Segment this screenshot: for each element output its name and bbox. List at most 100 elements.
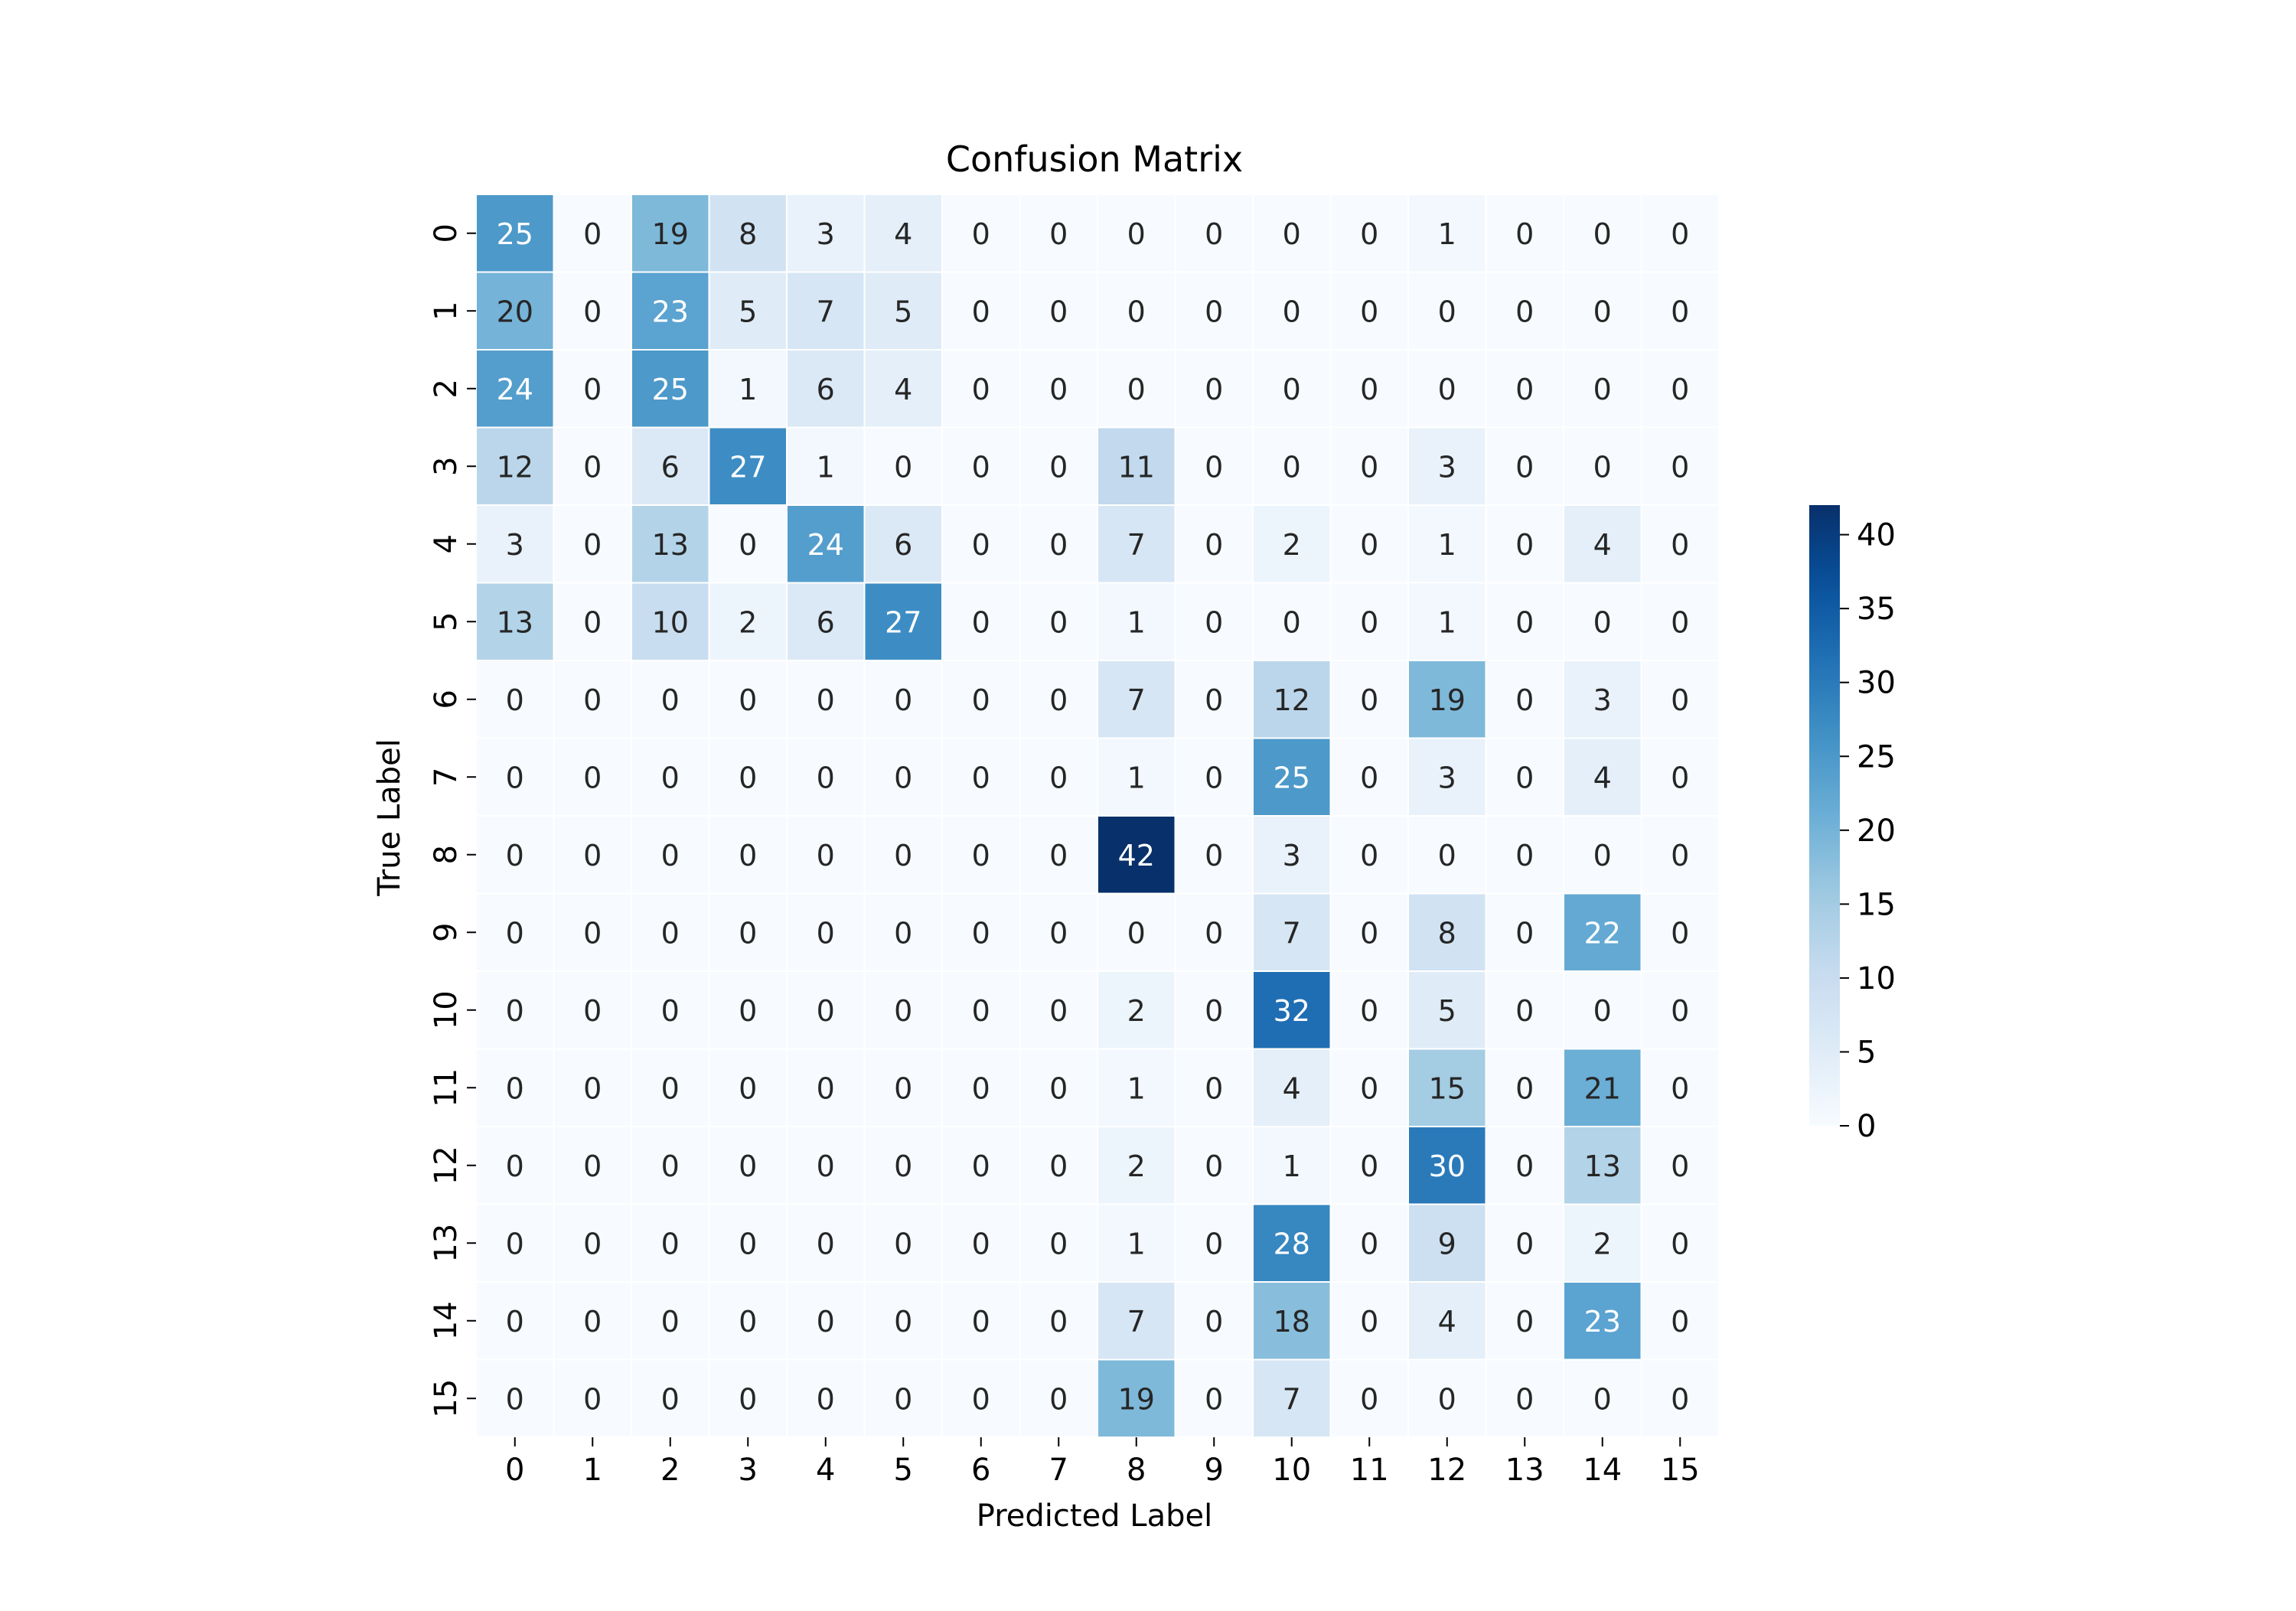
cell-value-label: 19 bbox=[1429, 683, 1466, 717]
cell-value-label: 2 bbox=[1593, 1227, 1612, 1260]
cell-value-label: 0 bbox=[817, 1382, 835, 1416]
cell-value-label: 0 bbox=[1205, 373, 1223, 406]
cell-value-label: 0 bbox=[506, 1305, 524, 1339]
heatmap-cell bbox=[1252, 1281, 1332, 1361]
colorbar: 0 5 10 15 20 25 30 35 40 bbox=[1809, 505, 1896, 1144]
heatmap-cell bbox=[863, 271, 943, 351]
cell-value-label: 7 bbox=[1127, 683, 1146, 717]
cell-value-label: 0 bbox=[1671, 1382, 1689, 1416]
cell-value-label: 0 bbox=[1049, 683, 1068, 717]
x-tick-label: 12 bbox=[1427, 1453, 1466, 1488]
heatmap-cell bbox=[631, 194, 710, 273]
cell-value-label: 6 bbox=[817, 373, 835, 406]
heatmap-cell bbox=[553, 1203, 632, 1283]
heatmap-cell bbox=[1174, 349, 1254, 429]
cell-value-label: 8 bbox=[739, 217, 757, 251]
cell-value-label: 0 bbox=[972, 1150, 990, 1183]
cell-value-label: 0 bbox=[1049, 1071, 1068, 1105]
cell-value-label: 0 bbox=[1360, 839, 1378, 872]
cell-value-label: 0 bbox=[583, 1305, 602, 1339]
cell-value-label: 12 bbox=[497, 450, 533, 484]
heatmap-cell bbox=[1252, 426, 1332, 506]
heatmap-cell bbox=[475, 426, 555, 506]
cell-value-label: 0 bbox=[506, 1071, 524, 1105]
x-tick-label: 14 bbox=[1583, 1453, 1622, 1488]
cell-value-label: 4 bbox=[894, 217, 912, 251]
x-tick-label: 7 bbox=[1049, 1453, 1068, 1488]
heatmap-cell bbox=[1485, 737, 1564, 817]
cell-value-label: 6 bbox=[894, 528, 912, 562]
heatmap-cell bbox=[1640, 892, 1720, 972]
heatmap-cell bbox=[863, 504, 943, 584]
cell-value-label: 0 bbox=[972, 761, 990, 794]
cell-value-label: 3 bbox=[1438, 450, 1456, 484]
cell-value-label: 0 bbox=[739, 1150, 757, 1183]
cell-value-label: 0 bbox=[1671, 761, 1689, 794]
cell-value-label: 0 bbox=[1205, 683, 1223, 717]
cell-value-label: 0 bbox=[1515, 1227, 1534, 1260]
heatmap-cell bbox=[1019, 660, 1098, 739]
cell-value-label: 0 bbox=[739, 839, 757, 872]
cell-value-label: 0 bbox=[1360, 683, 1378, 717]
cell-value-label: 0 bbox=[817, 1227, 835, 1260]
heatmap-cell bbox=[631, 426, 710, 506]
cell-value-label: 0 bbox=[972, 839, 990, 872]
heatmap-cell bbox=[1407, 426, 1487, 506]
cell-value-label: 0 bbox=[1360, 916, 1378, 950]
colorbar-tick-label: 35 bbox=[1857, 592, 1896, 627]
heatmap-cell bbox=[863, 970, 943, 1050]
cell-value-label: 0 bbox=[817, 839, 835, 872]
cell-value-label: 7 bbox=[817, 295, 835, 328]
cell-value-label: 0 bbox=[1671, 528, 1689, 562]
heatmap-cell bbox=[475, 970, 555, 1050]
heatmap-cell bbox=[1329, 1358, 1409, 1438]
cell-value-label: 0 bbox=[1593, 450, 1612, 484]
heatmap-cell bbox=[786, 1358, 866, 1438]
heatmap-cell bbox=[1407, 504, 1487, 584]
x-tick-label: 5 bbox=[894, 1453, 913, 1488]
colorbar-tick-label: 20 bbox=[1857, 814, 1896, 849]
heatmap-cell bbox=[786, 271, 866, 351]
heatmap-cell bbox=[1252, 271, 1332, 351]
cell-value-label: 0 bbox=[894, 683, 912, 717]
heatmap-cell bbox=[1563, 349, 1642, 429]
heatmap-cell bbox=[786, 1048, 866, 1127]
cell-value-label: 0 bbox=[739, 1071, 757, 1105]
y-tick-label: 15 bbox=[429, 1379, 464, 1418]
heatmap-cell bbox=[1329, 271, 1409, 351]
y-tick-label: 6 bbox=[429, 690, 464, 709]
heatmap-cell bbox=[1640, 1358, 1720, 1438]
heatmap-cell bbox=[631, 271, 710, 351]
heatmap-cell bbox=[708, 892, 788, 972]
heatmap-cell bbox=[1174, 1203, 1254, 1283]
cell-value-label: 0 bbox=[1360, 450, 1378, 484]
cell-value-label: 0 bbox=[1671, 839, 1689, 872]
heatmap-cell bbox=[1407, 1203, 1487, 1283]
heatmap-cell bbox=[1640, 349, 1720, 429]
heatmap-cell bbox=[1097, 504, 1176, 584]
cell-value-label: 0 bbox=[894, 1305, 912, 1339]
x-tick-label: 2 bbox=[660, 1453, 680, 1488]
heatmap-cell bbox=[863, 1203, 943, 1283]
cell-value-label: 1 bbox=[1283, 1150, 1301, 1183]
y-tick-label: 0 bbox=[429, 223, 464, 243]
heatmap-cell bbox=[1407, 892, 1487, 972]
x-tick-label: 11 bbox=[1350, 1453, 1389, 1488]
cell-value-label: 0 bbox=[1205, 528, 1223, 562]
heatmap-cell bbox=[786, 892, 866, 972]
cell-value-label: 0 bbox=[894, 994, 912, 1028]
cell-value-label: 23 bbox=[1584, 1305, 1621, 1339]
cell-value-label: 5 bbox=[894, 295, 912, 328]
heatmap-cell bbox=[863, 1048, 943, 1127]
cell-value-label: 0 bbox=[661, 1227, 680, 1260]
cell-value-label: 0 bbox=[583, 683, 602, 717]
heatmap-cell bbox=[1329, 1048, 1409, 1127]
heatmap-cell bbox=[1329, 504, 1409, 584]
cell-value-label: 22 bbox=[1584, 916, 1621, 950]
cell-value-label: 0 bbox=[1593, 839, 1612, 872]
cell-value-label: 0 bbox=[583, 1150, 602, 1183]
cell-value-label: 0 bbox=[1283, 217, 1301, 251]
cell-value-label: 0 bbox=[661, 761, 680, 794]
heatmap-cell bbox=[1407, 1048, 1487, 1127]
